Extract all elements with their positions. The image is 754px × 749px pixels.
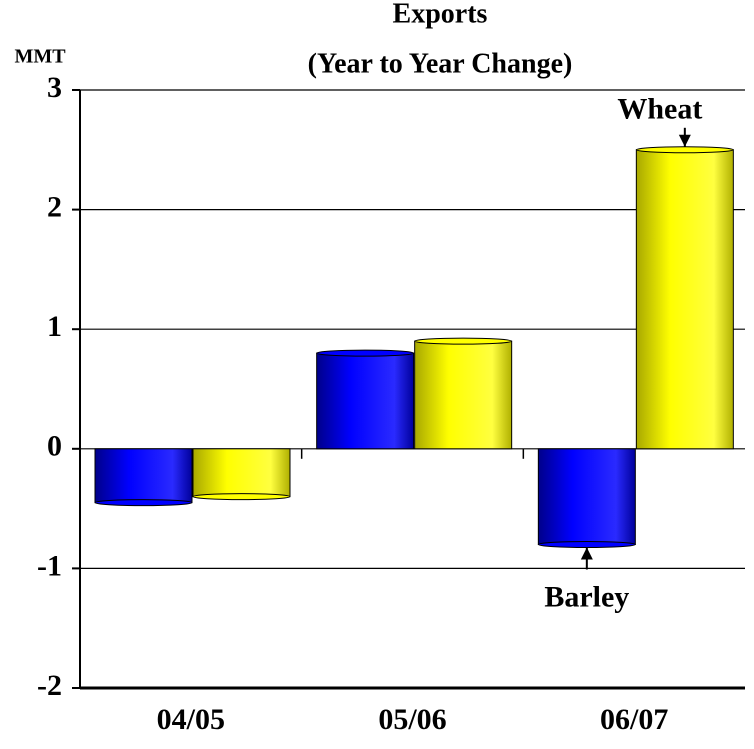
- bar-cap: [537, 540, 636, 548]
- bar-cap: [192, 493, 291, 501]
- bar-cap: [94, 499, 193, 507]
- y-tick-label: -1: [37, 549, 62, 582]
- series-annotation: Wheat: [617, 93, 702, 126]
- x-tick-label: 06/07: [600, 703, 668, 736]
- x-tick-label: 04/05: [157, 703, 225, 736]
- y-tick-label: 3: [47, 71, 62, 104]
- bar-cap: [635, 146, 734, 154]
- bar-cap: [414, 337, 513, 345]
- chart-subtitle: (Year to Year Change): [308, 48, 573, 79]
- annotation-arrowhead: [580, 547, 593, 560]
- bar: [94, 448, 193, 504]
- y-axis-label: MMT: [14, 46, 66, 68]
- y-tick-label: -2: [37, 669, 62, 702]
- x-tick-label: 05/06: [378, 703, 446, 736]
- bar: [537, 448, 636, 545]
- bar: [635, 149, 734, 450]
- bar: [414, 340, 513, 450]
- bar-cap: [316, 349, 415, 357]
- annotation-arrowhead: [678, 134, 691, 147]
- bar: [316, 352, 415, 450]
- series-annotation: Barley: [544, 580, 629, 613]
- bar: [192, 448, 291, 498]
- chart-title: Exports: [393, 0, 488, 29]
- y-tick-label: 1: [47, 310, 62, 343]
- y-tick-label: 2: [47, 190, 62, 223]
- y-tick-label: 0: [47, 430, 62, 463]
